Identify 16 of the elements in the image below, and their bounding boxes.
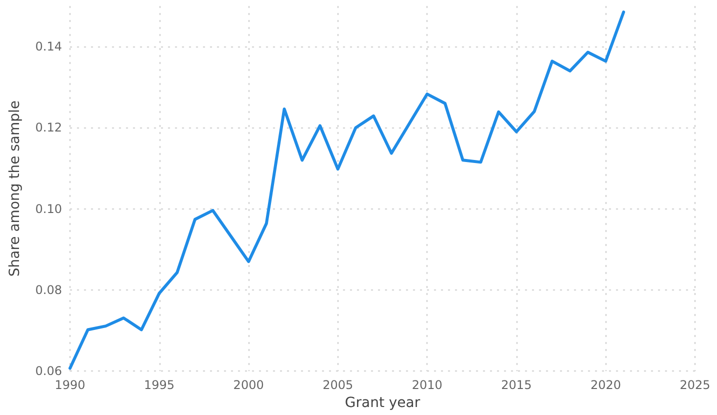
x-tick-label: 2015 [501,378,532,392]
x-tick-label: 2025 [680,378,710,392]
y-tick-label: 0.10 [35,202,62,216]
y-tick-label: 0.12 [35,120,62,135]
y-tick-label: 0.08 [35,282,62,297]
x-tick-label: 2020 [590,378,621,392]
x-axis-title: Grant year [344,395,420,411]
y-tick-label: 0.06 [35,364,62,378]
y-axis-title: Share among the sample [7,100,23,277]
x-tick-label: 2000 [233,378,264,392]
x-tick-label: 2005 [322,378,354,392]
line-series [68,10,626,370]
y-tick-label: 0.14 [35,40,62,54]
x-tick-label: 1995 [144,378,175,392]
x-tick-label: 1990 [54,378,86,392]
x-tick-label: 2010 [412,378,442,392]
